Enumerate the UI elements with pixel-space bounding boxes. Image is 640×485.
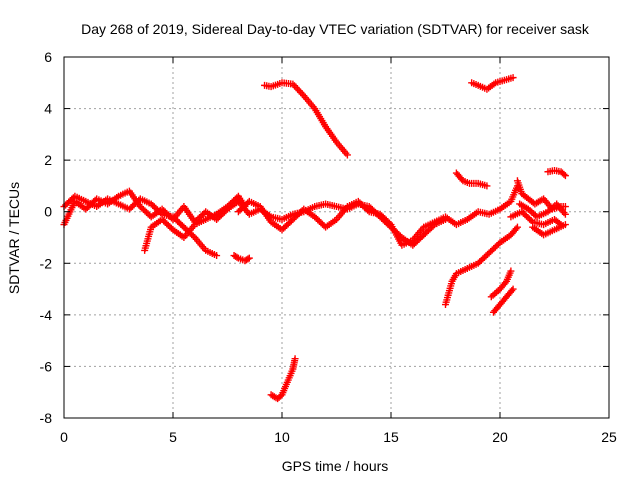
x-tick-label: 15 [383,429,399,445]
y-tick-label: -4 [40,307,53,323]
series-s5 [234,182,521,249]
data-point [213,252,221,260]
series-s16 [544,166,569,180]
y-tick-label: -8 [40,410,53,426]
data-point [561,221,569,229]
data-point [509,285,517,293]
series-s11 [487,267,515,301]
y-tick-label: 2 [44,152,52,168]
series-s17 [516,200,569,221]
series-s10 [468,74,517,93]
data-layer [60,74,569,403]
series-s7 [267,355,299,403]
x-tick-label: 0 [60,429,68,445]
y-tick-label: -6 [40,358,53,374]
data-point [560,170,568,178]
chart-title: Day 268 of 2019, Sidereal Day-to-day VTE… [81,21,590,37]
data-point [343,151,351,159]
x-tick-label: 10 [274,429,290,445]
data-point [291,355,299,363]
series-s9 [452,169,491,190]
y-axis-label: SDTVAR / TECUs [6,182,22,294]
x-tick-label: 25 [601,429,617,445]
series-s8 [442,223,521,309]
data-point [483,182,491,190]
data-point [189,232,197,240]
grid [64,57,609,418]
data-point [364,206,372,214]
x-axis-label: GPS time / hours [282,458,389,474]
plot-frame [63,56,610,419]
data-point [527,217,535,225]
y-tick-label: 4 [44,101,52,117]
data-point [561,210,569,218]
data-point [501,279,509,287]
data-point [513,223,521,231]
series-s15 [529,221,569,239]
x-tick-label: 5 [169,429,177,445]
data-point [244,255,252,263]
data-point [157,209,165,217]
y-tick-label: -2 [40,255,53,271]
series-s3 [141,192,249,254]
series-s12 [489,285,517,316]
data-point [245,254,253,262]
y-tick-label: 6 [44,49,52,65]
series-s2 [60,192,221,260]
data-point [508,287,516,295]
data-point [561,203,569,211]
x-tick-label: 20 [492,429,508,445]
series-s4 [230,252,253,265]
data-point [512,225,520,233]
series-s6 [261,79,351,159]
ticks: 0 5 10 15 20 25 -8 -6 -4 -2 0 2 4 6 [40,49,617,445]
data-point [507,267,515,275]
data-point [385,219,393,227]
data-point [509,74,517,82]
data-point [561,172,569,180]
y-tick-label: 0 [44,204,52,220]
data-point [233,253,241,261]
